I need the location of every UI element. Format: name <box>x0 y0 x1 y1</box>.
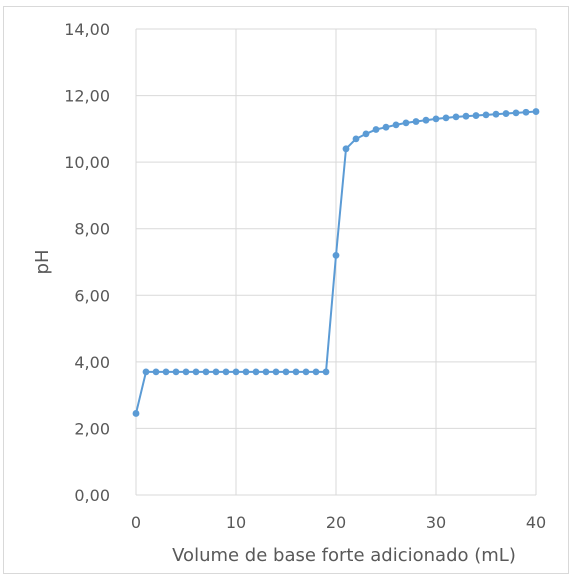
x-tick-label: 30 <box>426 513 446 532</box>
x-tick-label: 10 <box>226 513 246 532</box>
data-point <box>492 110 500 118</box>
data-point <box>132 410 140 417</box>
data-point <box>432 115 440 123</box>
data-point <box>142 368 150 376</box>
data-point <box>292 368 300 376</box>
x-tick-label: 0 <box>131 513 141 532</box>
data-point <box>412 118 420 125</box>
data-point <box>252 368 260 376</box>
data-point <box>342 145 350 153</box>
data-point <box>452 113 460 121</box>
data-point <box>172 368 180 376</box>
data-point <box>212 368 220 376</box>
data-point <box>322 368 330 376</box>
data-point <box>502 110 510 117</box>
data-point <box>532 108 540 115</box>
y-tick-label: 12,00 <box>64 87 110 106</box>
data-point <box>462 112 470 120</box>
data-point <box>192 368 200 376</box>
y-tick-label: 6,00 <box>74 286 110 305</box>
data-point <box>222 368 230 376</box>
x-tick-label: 20 <box>326 513 346 532</box>
chart-frame <box>3 6 569 574</box>
y-tick-label: 4,00 <box>74 353 110 372</box>
data-point <box>512 109 520 117</box>
tick-labels: 0,00 2,00 4,00 6,00 8,00 10,00 12,00 14,00 0 10 20… <box>64 20 546 532</box>
data-point <box>522 108 530 116</box>
data-point <box>362 130 370 138</box>
data-point <box>392 121 400 129</box>
data-point <box>422 116 430 124</box>
data-point <box>272 368 280 376</box>
data-point <box>472 112 480 119</box>
y-axis-title: pH <box>32 250 53 275</box>
x-tick-label: 40 <box>526 513 546 532</box>
data-point <box>302 368 310 376</box>
grid-lines <box>135 28 537 496</box>
data-point <box>382 123 390 131</box>
data-point <box>242 368 250 376</box>
data-point <box>232 368 240 376</box>
y-tick-label: 2,00 <box>74 419 110 438</box>
x-axis-title: Volume de base forte adicionado (mL) <box>172 545 516 566</box>
y-tick-label: 14,00 <box>64 20 110 39</box>
data-point <box>282 368 290 376</box>
data-point <box>372 126 380 133</box>
data-point <box>262 368 270 376</box>
data-point <box>152 368 160 376</box>
data-point <box>332 251 340 259</box>
ph-series <box>132 108 540 417</box>
y-tick-label: 10,00 <box>64 153 110 172</box>
data-point <box>312 368 320 376</box>
y-tick-label: 0,00 <box>74 486 110 505</box>
data-point <box>402 119 410 127</box>
data-point <box>352 135 360 143</box>
data-point <box>182 368 190 376</box>
data-point <box>162 368 170 376</box>
data-point <box>482 111 490 119</box>
data-point <box>442 114 450 122</box>
y-tick-label: 8,00 <box>74 220 110 239</box>
data-point <box>202 368 210 376</box>
